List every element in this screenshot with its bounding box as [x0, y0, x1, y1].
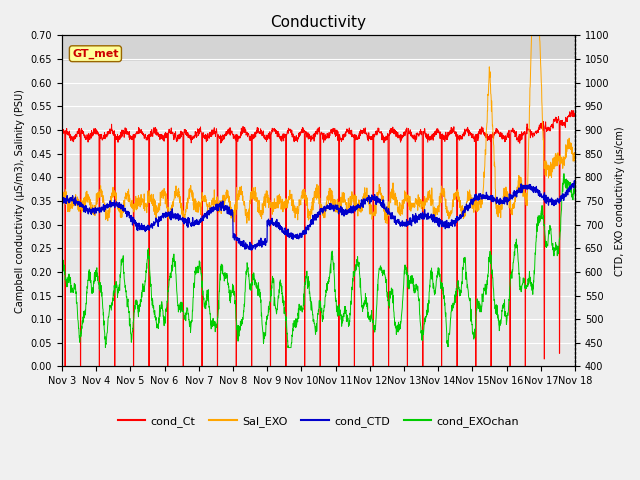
Title: Conductivity: Conductivity: [271, 15, 367, 30]
Legend: cond_Ct, Sal_EXO, cond_CTD, cond_EXOchan: cond_Ct, Sal_EXO, cond_CTD, cond_EXOchan: [113, 412, 524, 432]
Y-axis label: CTD, EXO conductivity (µs/cm): CTD, EXO conductivity (µs/cm): [615, 126, 625, 276]
Bar: [62, 36, 575, 61]
Text: GT_met: GT_met: [72, 48, 118, 59]
Y-axis label: Campbell conductivity (µS/m3), Salinity (PSU): Campbell conductivity (µS/m3), Salinity …: [15, 89, 25, 313]
